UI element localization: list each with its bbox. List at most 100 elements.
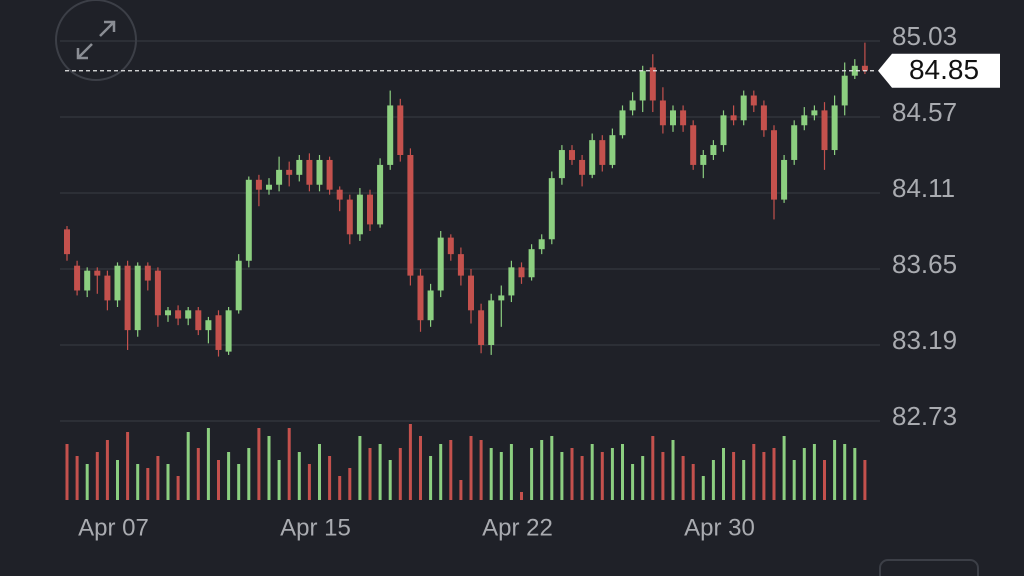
- candle-body: [690, 125, 697, 165]
- candle-body: [801, 115, 808, 126]
- volume-bar: [661, 452, 665, 500]
- x-tick-label: Apr 15: [280, 514, 351, 541]
- candle-body: [84, 270, 91, 291]
- candle-body: [205, 320, 212, 331]
- candle-body: [286, 169, 293, 175]
- candle-body: [367, 194, 373, 225]
- candle-body: [165, 310, 171, 316]
- volume-bar: [711, 460, 715, 500]
- candle-body: [720, 115, 727, 146]
- candle-body: [74, 265, 81, 291]
- volume-bar: [338, 476, 342, 500]
- volume-bar: [701, 476, 705, 500]
- candle-body: [326, 159, 333, 190]
- volume-bar: [419, 436, 422, 500]
- expand-circle[interactable]: [55, 0, 137, 81]
- expand-icon[interactable]: [76, 20, 116, 60]
- volume-bar: [621, 444, 624, 500]
- candle-body: [124, 265, 131, 331]
- candle-body: [306, 159, 313, 185]
- candle-body: [397, 105, 404, 155]
- volume-bar: [116, 460, 119, 500]
- volume-bar: [772, 448, 776, 500]
- volume-bar: [752, 444, 756, 500]
- volume-bar: [641, 456, 645, 500]
- volume-bar: [802, 448, 806, 500]
- candle-body: [548, 178, 555, 240]
- candle-body: [266, 184, 272, 190]
- candle-body: [861, 65, 868, 71]
- candle-body: [144, 265, 151, 281]
- candle-body: [740, 95, 747, 121]
- volume-bar: [499, 452, 503, 500]
- volume-bar: [408, 424, 412, 500]
- candle-body: [781, 159, 788, 200]
- volume-bar: [126, 432, 130, 500]
- volume-bar: [166, 464, 170, 500]
- control-edge: [879, 559, 979, 576]
- candle-body: [659, 100, 666, 126]
- volume-bar: [853, 448, 857, 500]
- volume-bar: [580, 456, 584, 500]
- candle-body: [518, 267, 525, 278]
- volume-bar: [358, 436, 362, 500]
- candle-body: [417, 275, 424, 321]
- candle-body: [589, 140, 596, 175]
- volume-bar: [196, 448, 200, 500]
- volume-bar: [206, 428, 210, 500]
- candle-body: [558, 150, 565, 179]
- candle-body: [498, 295, 505, 301]
- volume-bar: [328, 456, 332, 500]
- candle-body: [316, 159, 323, 185]
- volume-bar: [792, 460, 796, 500]
- candle-body: [831, 105, 838, 151]
- candle-body: [154, 270, 161, 316]
- volume-bar: [560, 452, 564, 500]
- candle-body: [114, 265, 121, 301]
- volume-bar: [833, 440, 837, 500]
- volume-bar: [388, 460, 392, 500]
- volume-bar: [237, 464, 241, 500]
- volume-bar: [671, 440, 675, 500]
- candle-body: [791, 125, 798, 160]
- candle-body: [468, 275, 474, 311]
- volume-bar: [863, 460, 867, 500]
- volume-bar: [540, 440, 544, 500]
- volume-bar: [651, 436, 655, 500]
- candle-body: [609, 135, 616, 165]
- volume-bar: [146, 468, 150, 500]
- candle-body: [700, 155, 707, 165]
- volume-bar: [348, 468, 352, 500]
- y-tick-label: 82.73: [892, 401, 957, 431]
- volume-bar: [307, 464, 311, 500]
- candle-body: [851, 65, 858, 76]
- volume-bar: [742, 460, 746, 500]
- volume-bar: [75, 456, 79, 500]
- volume-bar: [610, 448, 614, 500]
- volume-bar: [267, 436, 271, 500]
- y-tick-label: 84.57: [892, 97, 957, 127]
- volume-bar: [550, 436, 554, 500]
- volume-bar: [782, 436, 786, 500]
- volume-bar: [530, 448, 534, 500]
- candle-body: [185, 310, 192, 319]
- candle-body: [427, 290, 434, 321]
- volume-bar: [762, 452, 766, 500]
- candle-body: [639, 70, 646, 101]
- candle-body: [245, 179, 252, 261]
- volume-bar: [277, 460, 281, 500]
- volume-bar: [631, 464, 635, 500]
- candle-body: [195, 310, 202, 331]
- candle-body: [649, 67, 656, 101]
- candle-body: [488, 300, 495, 345]
- volume-bar: [247, 448, 251, 500]
- candle-body: [296, 159, 303, 175]
- volume-bar: [297, 452, 301, 500]
- expand-button[interactable]: [55, 0, 137, 81]
- candle-body: [225, 310, 232, 352]
- candle-body: [478, 310, 485, 345]
- candle-body: [619, 110, 626, 136]
- volume-bar: [287, 428, 291, 500]
